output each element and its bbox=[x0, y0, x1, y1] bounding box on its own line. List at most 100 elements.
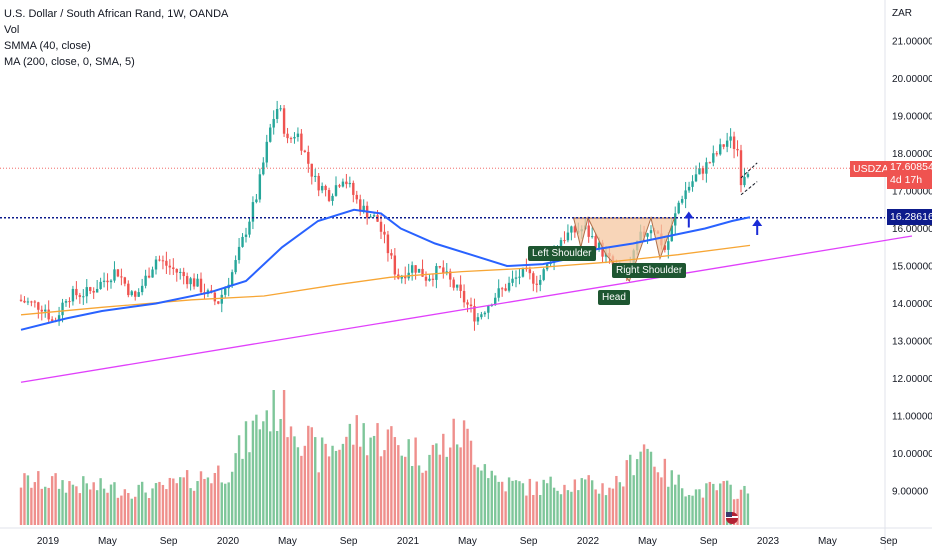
candle-body bbox=[452, 279, 455, 288]
volume-bar bbox=[698, 489, 701, 525]
candle-body bbox=[165, 260, 168, 266]
volume-bar bbox=[739, 489, 743, 525]
volume-bar bbox=[144, 492, 147, 525]
volume-bar bbox=[40, 488, 43, 525]
retest-arrow-head bbox=[752, 219, 763, 226]
volume-bar bbox=[736, 498, 739, 525]
x-tick-label: Sep bbox=[340, 536, 358, 547]
volume-bar bbox=[663, 458, 667, 525]
volume-bar bbox=[54, 473, 57, 525]
legend-vol[interactable]: Vol bbox=[4, 24, 20, 36]
candle-body bbox=[594, 236, 597, 250]
volume-bar bbox=[75, 486, 78, 525]
volume-bar bbox=[383, 450, 386, 525]
candle-body bbox=[338, 185, 341, 187]
volume-bar bbox=[404, 456, 407, 525]
volume-bar bbox=[241, 458, 244, 525]
candle-body bbox=[237, 246, 241, 261]
volume-bar bbox=[68, 481, 71, 525]
volume-bar bbox=[120, 495, 123, 525]
y-tick-label: 16.00000 bbox=[892, 224, 932, 235]
candle-body bbox=[161, 260, 165, 262]
volume-bar bbox=[265, 410, 268, 525]
x-tick-label: May bbox=[458, 536, 477, 547]
volume-bar bbox=[95, 490, 99, 525]
candle-body bbox=[109, 280, 113, 283]
volume-bar bbox=[414, 437, 417, 525]
candle-body bbox=[473, 306, 476, 322]
volume-bar bbox=[708, 481, 712, 525]
y-tick-label: 15.00000 bbox=[892, 262, 932, 273]
volume-bar bbox=[168, 477, 172, 525]
y-tick-label: 9.00000 bbox=[892, 487, 929, 498]
candle-body bbox=[289, 138, 293, 140]
legend-ma[interactable]: MA (200, close, 0, SMA, 5) bbox=[4, 56, 135, 68]
candle-body bbox=[213, 292, 217, 302]
candle-body bbox=[504, 288, 507, 291]
candle-body bbox=[327, 190, 331, 201]
candle-body bbox=[424, 276, 428, 281]
countdown-value: 4d 17h bbox=[890, 174, 923, 186]
volume-bar bbox=[660, 477, 663, 525]
volume-bar bbox=[161, 484, 165, 525]
candle-body bbox=[390, 253, 393, 256]
y-tick-label: 20.00000 bbox=[892, 74, 932, 85]
volume-bar bbox=[487, 478, 490, 525]
legend-smma[interactable]: SMMA (40, close) bbox=[4, 40, 91, 52]
volume-bar bbox=[656, 472, 660, 525]
candle-body bbox=[487, 305, 490, 313]
candle-body bbox=[185, 276, 189, 285]
volume-bar bbox=[566, 490, 570, 525]
volume-bar bbox=[386, 429, 390, 525]
volume-bar bbox=[258, 429, 262, 525]
volume-bar bbox=[147, 498, 151, 525]
volume-bar bbox=[372, 435, 376, 525]
candle-body bbox=[698, 168, 701, 175]
candle-body bbox=[494, 297, 497, 306]
volume-bar bbox=[390, 426, 393, 525]
candle-body bbox=[64, 301, 68, 303]
volume-bar bbox=[289, 426, 293, 525]
candle-body bbox=[99, 281, 102, 289]
volume-bar bbox=[255, 414, 258, 525]
candle-body bbox=[736, 148, 739, 151]
candle-body bbox=[158, 259, 161, 261]
volume-bar bbox=[369, 437, 372, 525]
volume-bar bbox=[275, 430, 279, 525]
volume-bar bbox=[577, 490, 580, 525]
candle-body bbox=[127, 283, 130, 296]
y-tick-label: 10.00000 bbox=[892, 449, 932, 460]
volume-bar bbox=[674, 484, 677, 525]
candle-body bbox=[199, 278, 203, 293]
volume-bar bbox=[604, 495, 608, 525]
volume-bar bbox=[455, 444, 459, 525]
candle-body bbox=[545, 262, 549, 270]
volume-bar bbox=[320, 437, 324, 525]
candle-body bbox=[82, 296, 85, 298]
right-shoulder-label: Right Shoulder bbox=[612, 263, 687, 278]
candle-body bbox=[410, 265, 414, 273]
volume-bar bbox=[300, 455, 303, 525]
volume-bar bbox=[262, 421, 265, 525]
candle-body bbox=[282, 108, 286, 134]
breakout-arrow-head bbox=[683, 211, 694, 219]
volume-bar bbox=[687, 494, 691, 525]
volume-bar bbox=[234, 453, 237, 525]
candle-body bbox=[438, 266, 442, 268]
candle-body bbox=[120, 276, 123, 278]
candle-body bbox=[130, 291, 133, 296]
candle-body bbox=[687, 186, 691, 191]
candle-body bbox=[435, 266, 438, 280]
candle-body bbox=[279, 108, 282, 110]
candle-body bbox=[400, 275, 403, 279]
volume-bar bbox=[293, 436, 296, 525]
x-tick-label: Sep bbox=[160, 536, 178, 547]
head-shoulders-pattern bbox=[572, 216, 676, 282]
volume-bar bbox=[732, 499, 736, 525]
x-tick-label: May bbox=[98, 536, 117, 547]
x-tick-label: 2020 bbox=[217, 536, 240, 547]
volume-bar bbox=[590, 480, 594, 525]
volume-bar bbox=[47, 487, 50, 525]
candle-body bbox=[255, 199, 258, 203]
